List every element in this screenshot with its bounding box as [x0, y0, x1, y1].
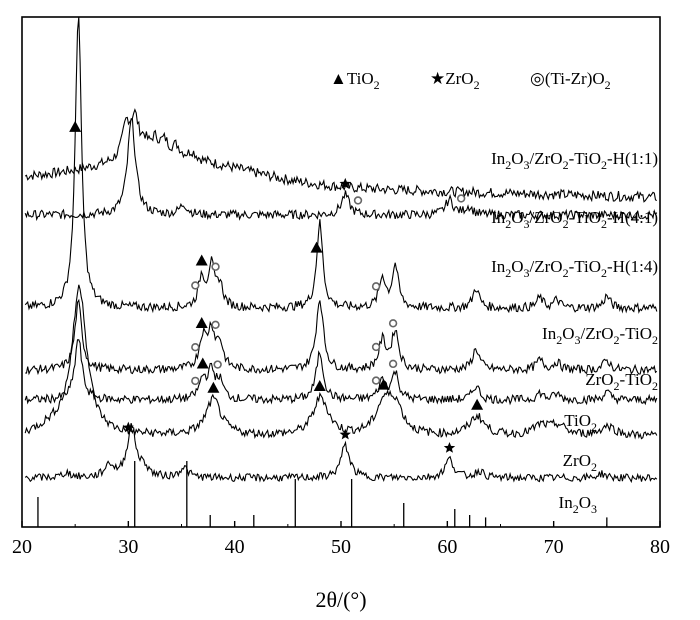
triangle-marker [195, 254, 208, 266]
series-label: ZrO2-TiO2 [585, 370, 658, 393]
series-label: In2O3/ZrO2-TiO2-H(1:1) [491, 149, 658, 172]
triangle-marker [471, 398, 484, 410]
circle-marker [456, 194, 466, 203]
star-marker [443, 442, 456, 453]
series-label-layer: In2O3/ZrO2-TiO2-H(1:1) In2O3/ZrO2-TiO2-H(… [491, 149, 658, 516]
x-tick-label: 50 [331, 536, 351, 558]
legend-entry: ★ZrO2 [430, 69, 480, 92]
circle-marker [191, 343, 200, 352]
x-tick-label: 40 [225, 536, 245, 558]
star-marker [122, 421, 134, 433]
legend: ▲TiO2 ★ZrO2 ◎(Ti-Zr)O2 [330, 69, 611, 92]
circle-marker [213, 360, 222, 369]
circle-marker [388, 319, 398, 328]
series-line-3 [25, 298, 658, 376]
x-tick-label: 80 [650, 536, 670, 558]
series-line-4 [24, 339, 658, 406]
marker-layer [69, 120, 484, 453]
triangle-marker [69, 120, 82, 132]
triangle-marker [310, 241, 323, 253]
series-label: In2O3 [559, 493, 597, 516]
circle-marker [211, 320, 220, 330]
series-label: ZrO2 [563, 451, 597, 474]
circle-marker [388, 359, 398, 369]
circle-marker [371, 376, 381, 385]
circle-marker [371, 282, 381, 291]
x-tick-label: 20 [12, 536, 32, 558]
series-label: TiO2 [564, 411, 597, 434]
triangle-marker [313, 379, 326, 391]
star-marker [339, 177, 351, 189]
x-axis: 20 30 40 50 60 70 80 [12, 521, 670, 558]
triangle-marker [195, 316, 208, 328]
x-axis-title: 2θ/(°) [315, 587, 366, 612]
triangle-marker [207, 381, 220, 393]
triangle-marker [377, 378, 390, 390]
legend-entry: ▲TiO2 [330, 69, 380, 92]
series-line-2 [24, 16, 658, 314]
circle-marker [211, 262, 220, 271]
circle-marker [353, 196, 363, 205]
series-label: In2O3/ZrO2-TiO2-H(1:4) [491, 257, 658, 280]
series-label: In2O3/ZrO2-TiO2-H(4:1) [491, 208, 658, 231]
circle-marker [191, 281, 200, 290]
circle-marker [371, 342, 381, 352]
star-marker [339, 428, 351, 440]
x-tick-label: 30 [118, 536, 138, 558]
x-tick-label: 60 [437, 536, 457, 558]
x-tick-label: 70 [544, 536, 564, 558]
series-layer [24, 16, 658, 527]
series-line-1 [24, 117, 658, 222]
triangle-marker [196, 357, 209, 369]
series-label: In2O3/ZrO2-TiO2 [542, 324, 658, 347]
circle-marker [191, 376, 200, 386]
legend-entry: ◎(Ti-Zr)O2 [530, 69, 611, 92]
